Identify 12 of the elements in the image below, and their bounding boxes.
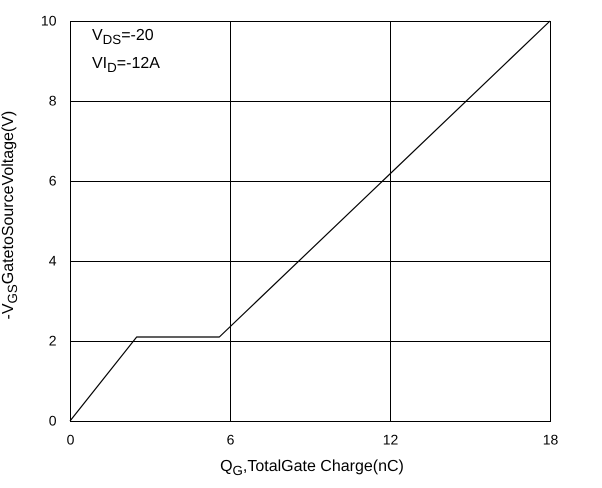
y-tick-label: 6 (48, 172, 57, 188)
y-tick-label: 10 (40, 12, 57, 28)
annotation: V$_{DS}$=-20VI$_{D}$=-12A (92, 26, 161, 78)
x-tick-label: 0 (66, 432, 75, 448)
y-tick-label: 2 (48, 332, 57, 348)
y-tick-label: 0 (48, 412, 57, 428)
y-tick-label: 4 (48, 252, 57, 268)
x-tick-label: 18 (542, 432, 558, 448)
x-tick-label: 12 (382, 432, 398, 448)
y-tick-label: 8 (48, 92, 57, 108)
x-tick-label: 6 (226, 432, 235, 448)
x-axis-title: Q$_{G}$,TotalGate Charge(nC) (219, 458, 405, 478)
